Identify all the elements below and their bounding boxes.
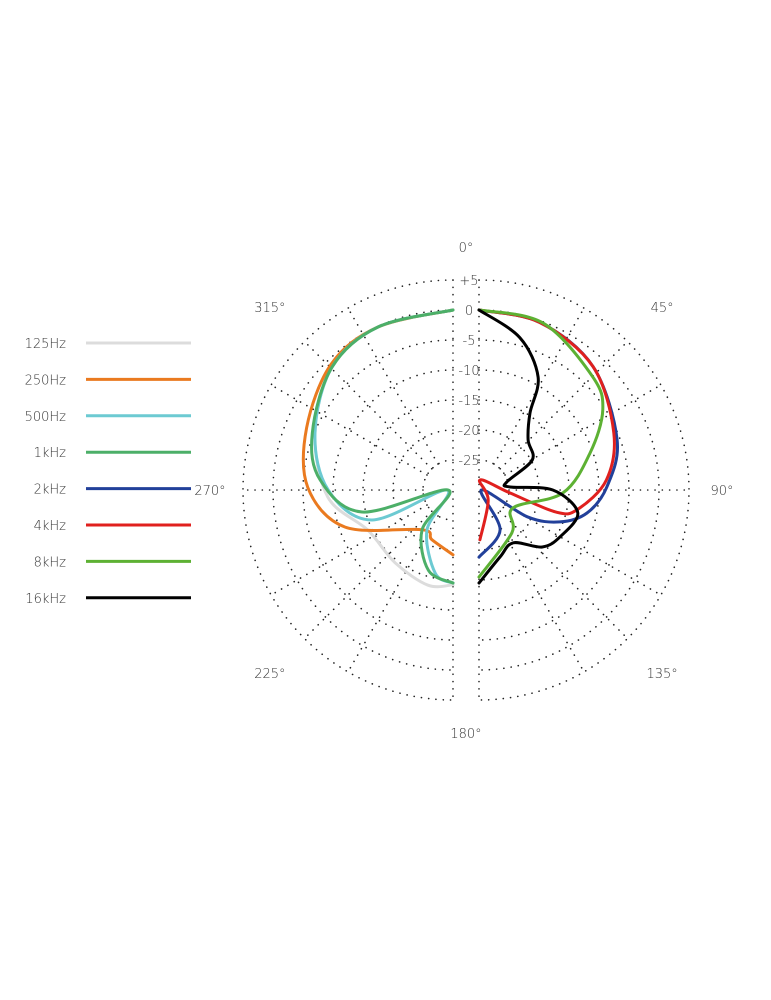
grid-spoke [270,504,428,596]
grid-spoke [303,510,433,640]
grid-ring-left [272,309,454,671]
grid-spoke [347,515,439,673]
legend-label: 125Hz [25,337,67,352]
tick-label-bg [454,422,478,438]
tick-label-bg [454,452,478,468]
series-125hz-curve [313,308,455,589]
grid-spoke [347,307,439,465]
radial-tick-label: -5 [463,334,476,349]
grid-ring-left [362,399,454,581]
tick-label-bg [454,272,478,288]
grid-ring-left [242,279,454,701]
grid-spoke [504,504,662,596]
legend-label: 250Hz [25,373,67,388]
series-500hz-curve [313,308,455,585]
grid-ring-right [478,279,690,701]
grid-spoke [499,340,629,470]
series-16khz-curve [477,308,580,585]
radial-tick-label: -10 [458,364,479,379]
radial-tick-label: +5 [459,274,478,289]
grid-spoke [493,307,585,465]
angle-tick-label: 270° [194,484,225,499]
legend-label: 16kHz [25,592,66,607]
tick-label-bg [454,332,478,348]
angle-tick-label: 45° [651,301,674,316]
radial-tick-label: -15 [458,394,479,409]
radial-tick-label: -25 [458,454,479,469]
angle-tick-label: 90° [710,484,733,499]
grid-ring-right [478,309,660,671]
legend-label: 2kHz [34,483,67,498]
legend-label: 500Hz [25,410,67,425]
radial-tick-label: -20 [458,424,479,439]
radial-tick-labels: +5 0 -5 -10 -15 -20 -25 [454,272,480,469]
grid-spoke [499,510,629,640]
angle-tick-label: 315° [254,301,285,316]
series-8khz-curve [477,308,605,579]
angle-tick-label: 180° [450,727,481,742]
radial-tick-label: 0 [465,304,473,319]
tick-label-bg [454,392,478,408]
grid-spoke [270,384,428,476]
grid-ring-right [478,399,570,581]
legend-label: 4kHz [34,519,67,534]
grid-spoke [493,515,585,673]
angle-tick-label: 225° [254,667,285,682]
series-1khz-curve [310,308,455,585]
legend: 125Hz 250Hz 500Hz 1kHz 2kHz 4kHz 8kHz 16kHz [25,337,191,607]
legend-label: 8kHz [34,555,67,570]
angle-tick-labels: 0° 45° 90° 135° 180° 225° 270° 315° [194,241,733,742]
angle-tick-label: 0° [459,241,474,256]
series-curves [301,308,620,589]
tick-label-bg [454,362,478,378]
tick-label-bg [454,302,478,318]
legend-label: 1kHz [34,446,67,461]
grid-spoke [303,340,433,470]
angle-tick-label: 135° [646,667,677,682]
